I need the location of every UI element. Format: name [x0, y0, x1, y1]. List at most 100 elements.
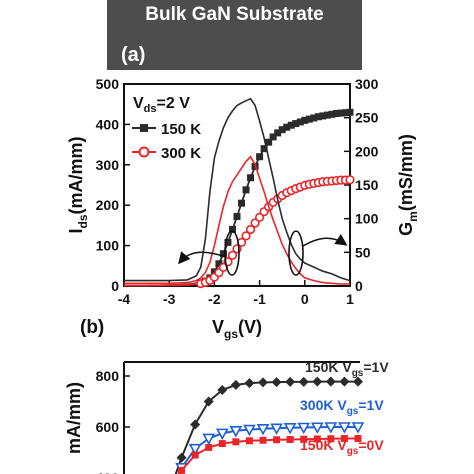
series-point: [274, 129, 282, 137]
series-point: [301, 116, 309, 124]
series-point: [328, 110, 336, 118]
b-series-point: [313, 435, 321, 443]
series-point: [245, 224, 256, 235]
chart-a-y2label: Gm(mS/mm): [396, 134, 420, 236]
b-series-point: [300, 435, 308, 443]
b-series-point: [351, 422, 365, 434]
b-series-point: [354, 434, 362, 442]
b-series-point: [312, 376, 323, 387]
series-point: [345, 175, 355, 185]
y2-tick-label: 50: [355, 244, 371, 260]
legend-label-300k: 300 K: [161, 145, 201, 162]
b-series-point: [258, 377, 268, 388]
left-ellipse-annotation: [224, 230, 240, 276]
series-point: [219, 250, 227, 258]
right-ellipse-annotation: [288, 230, 304, 276]
series-point: [256, 153, 264, 161]
series-line-2: [124, 97, 351, 282]
b-annotation-1: 300K Vgs=1V: [300, 397, 384, 417]
series-point: [265, 138, 273, 146]
series-point: [305, 115, 313, 123]
series-point: [314, 113, 322, 121]
x-tick-label: 0: [301, 291, 309, 307]
series-point: [346, 108, 354, 116]
b-series-point: [339, 376, 350, 387]
b-series-point: [229, 426, 243, 438]
b-series-point: [325, 376, 336, 387]
chart-a-ylabel: Ids(mA/mm): [66, 136, 90, 233]
x-tick-label: -2: [208, 291, 221, 307]
b-y-tick-label: 400: [96, 470, 120, 474]
chart-a-series: [124, 97, 355, 289]
b-series-point: [259, 436, 267, 444]
legend-label-150k: 150 K: [161, 121, 201, 138]
b-series-point: [256, 423, 270, 436]
series-point: [260, 145, 268, 153]
y2-tick-label: 250: [355, 110, 379, 126]
y2-tick-label: 300: [355, 76, 379, 92]
b-series-point: [188, 443, 202, 456]
series-point: [224, 238, 232, 246]
b-series-point: [218, 440, 226, 448]
b-series-point: [243, 424, 256, 437]
b-series-point: [340, 434, 348, 442]
chart-a-xlabel: Vgs(V): [212, 317, 262, 341]
b-series-point: [178, 466, 186, 474]
x-tick-label: -1: [253, 291, 266, 307]
b-series-point: [286, 435, 294, 443]
chart-b-series: [174, 376, 365, 474]
chart-b-y-ticks: 400 600 800: [96, 368, 130, 474]
series-point: [310, 114, 318, 122]
chart-a-legend: Vds=2 V 150 K 300 K: [132, 95, 201, 162]
chart-b-annotations: 150K Vgs=1V 300K Vgs=1V 150K Vgs=0V: [300, 359, 389, 457]
series-line-3: [124, 155, 350, 285]
series-point: [215, 260, 223, 268]
b-series-point: [353, 376, 363, 387]
b-annotation-2: 150K Vgs=0V: [300, 437, 384, 457]
series-point: [283, 123, 291, 131]
b-series-point: [205, 443, 213, 451]
b-series-point: [203, 396, 214, 407]
series-point: [292, 120, 300, 128]
b-series-point: [297, 422, 311, 435]
series-point: [233, 213, 241, 221]
y2-tick-label: 150: [355, 177, 379, 193]
b-series-point: [232, 438, 240, 446]
b-series-point: [285, 376, 296, 387]
y-tick-label: 200: [96, 197, 120, 213]
series-point: [287, 121, 295, 129]
b-series-point: [273, 436, 281, 444]
series-point: [296, 118, 304, 126]
b-series-point: [217, 385, 228, 396]
b-y-tick-label: 600: [96, 419, 120, 435]
series-line-0: [124, 111, 351, 287]
y-tick-label: 100: [96, 238, 120, 254]
right-arrow-annotation: [302, 234, 348, 247]
b-series-point: [215, 428, 229, 441]
chart-a-y2-ticks: 0 50 100 150 200 250 300: [344, 76, 379, 294]
b-series-point: [283, 422, 297, 435]
y-tick-label: 400: [96, 116, 120, 132]
series-point: [341, 109, 349, 117]
b-series-point: [202, 433, 216, 446]
b-series-point: [271, 377, 282, 388]
legend-marker-300k: [138, 146, 150, 158]
x-tick-label: -3: [163, 291, 176, 307]
series-point: [269, 133, 277, 141]
x-tick-label: -4: [118, 291, 131, 307]
panel-b-label: (b): [80, 317, 104, 338]
panel-a-label: (a): [121, 44, 146, 66]
b-series-point: [324, 422, 338, 434]
series-point: [238, 199, 246, 207]
y-tick-label: 0: [111, 278, 119, 294]
y2-tick-label: 200: [355, 143, 379, 159]
series-point: [247, 174, 255, 182]
legend-marker-150k: [140, 124, 148, 132]
chart-b-ylabel: mA/mm): [64, 382, 84, 454]
b-series-point: [190, 419, 201, 430]
b-series-point: [176, 452, 187, 463]
header-bar: Bulk GaN Substrate (a): [107, 0, 362, 70]
left-arrow-annotation: [178, 251, 227, 265]
b-series-point: [191, 451, 199, 459]
b-y-tick-label: 800: [96, 368, 120, 384]
